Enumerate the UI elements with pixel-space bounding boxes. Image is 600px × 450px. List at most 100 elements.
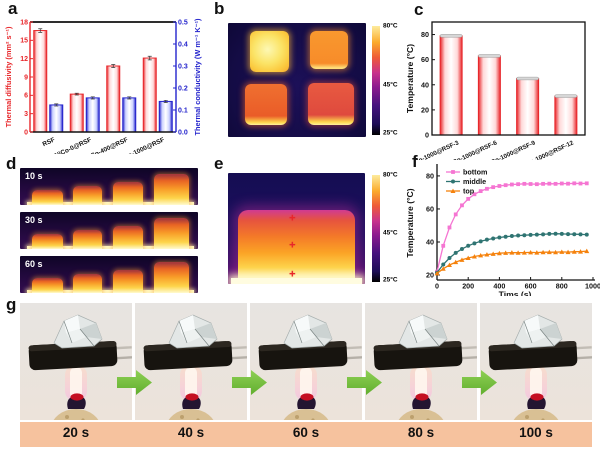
- data-marker: [497, 184, 502, 188]
- colorbar-tick-label: 80°C: [383, 22, 398, 30]
- diffusivity-bar: [106, 65, 121, 133]
- data-marker: [578, 249, 584, 254]
- panel-e-ir-gradient-image: e + + + 80°C 45°C 25°C: [208, 154, 404, 296]
- dual-axis-bar-chart: RSFNiCo-0@RSFNiCo-400@RSFNiCo-1000@RSF03…: [4, 18, 202, 164]
- data-marker: [484, 237, 489, 242]
- lamp-ball: [53, 409, 99, 420]
- data-marker: [528, 250, 534, 255]
- data-marker: [572, 232, 577, 237]
- ir-square-bottom-left: [245, 84, 287, 125]
- x-tick-label: 800: [556, 282, 568, 291]
- wick-red-tip: [70, 393, 84, 401]
- ice-crystal: [53, 314, 103, 349]
- data-marker: [447, 225, 452, 230]
- data-marker: [559, 231, 564, 236]
- time-label: 100 s: [519, 425, 553, 440]
- data-marker: [578, 232, 583, 237]
- data-marker: [446, 262, 452, 267]
- temperature-probe-cross-icon: +: [289, 211, 296, 224]
- data-marker: [453, 259, 459, 265]
- data-marker: [584, 232, 589, 237]
- data-marker: [453, 250, 458, 255]
- data-marker: [478, 239, 483, 244]
- ice-crystal: [398, 314, 448, 349]
- flame-test-photo-60s: [250, 303, 362, 420]
- flame-test-photo-20s: [20, 303, 132, 420]
- data-marker: [509, 182, 514, 187]
- data-marker: [472, 241, 477, 246]
- x-axis-title: Tims (s): [499, 290, 532, 297]
- data-marker: [466, 243, 471, 248]
- data-marker: [547, 231, 552, 236]
- x-tick-label: 400: [493, 282, 505, 291]
- data-marker: [447, 256, 452, 261]
- panel-b-ir-image: b 80°C 45°C 25°C: [208, 0, 404, 152]
- y-tick-label: 20: [426, 271, 434, 280]
- panel-label-e: e: [214, 154, 224, 173]
- flame-core: [70, 367, 82, 399]
- error-bar: [38, 28, 43, 33]
- diffusivity-bar: [33, 30, 48, 133]
- data-marker: [546, 249, 552, 255]
- right-axis-title: Thermal conductivity (W m⁻¹ K⁻¹): [193, 18, 202, 136]
- data-marker: [534, 182, 539, 187]
- error-bar: [163, 99, 168, 103]
- ice-crystal: [283, 314, 333, 349]
- ir-sample: [153, 217, 190, 249]
- y-tick-label: 20: [421, 105, 429, 114]
- y-axis-title: Temperature (°C): [405, 44, 415, 113]
- data-marker: [478, 189, 483, 194]
- error-bar: [111, 64, 116, 68]
- flame-test-photo-80s: [365, 303, 477, 420]
- green-arrow-icon: [346, 369, 383, 396]
- bar-chart: NiCo-1000@RSF-3NiCo-1000@RSF-6NiCo-1000@…: [405, 21, 586, 170]
- frame-time-label: 10 s: [25, 171, 43, 181]
- data-marker: [509, 234, 514, 239]
- left-tick-label: 12: [20, 56, 28, 63]
- data-marker: [541, 232, 546, 237]
- data-marker: [584, 248, 590, 254]
- panel-a-thermal-properties-chart: a RSF NiCo-0@RSF NiCo-400@RSF NiCo-1000@RSF…: [2, 0, 208, 164]
- data-marker: [566, 232, 571, 237]
- data-marker: [559, 181, 564, 186]
- temperature-probe-cross-icon: +: [289, 268, 296, 281]
- colorbar-tick-label: 45°C: [383, 81, 398, 89]
- data-marker: [516, 182, 521, 187]
- conductivity-bar: [85, 97, 100, 133]
- data-marker: [466, 196, 471, 201]
- y-tick-label: 40: [426, 238, 434, 247]
- data-marker: [465, 255, 471, 261]
- left-tick-label: 3: [24, 111, 28, 118]
- right-tick-label: 0.3: [178, 63, 188, 70]
- ir-sample: [112, 270, 143, 293]
- data-marker: [571, 249, 577, 254]
- lamp-ball: [398, 409, 444, 420]
- bar-top-cap: [439, 34, 463, 38]
- y-tick-label: 80: [426, 171, 434, 180]
- ir-square-top-right: [310, 31, 348, 69]
- bar-top-cap: [478, 54, 501, 58]
- ir-sample: [32, 278, 63, 293]
- flame-core: [530, 367, 542, 399]
- conductivity-bar: [49, 104, 64, 133]
- frame-time-label: 60 s: [25, 259, 43, 269]
- right-tick-label: 0.4: [178, 41, 188, 48]
- ir-sample: [73, 229, 102, 249]
- category-label: RSF: [42, 136, 57, 148]
- data-marker: [522, 181, 527, 186]
- data-marker: [553, 249, 559, 255]
- data-marker: [572, 181, 577, 186]
- series-bottom: [435, 181, 589, 274]
- series-line: [436, 182, 587, 272]
- data-marker: [509, 250, 515, 255]
- conductivity-bar: [158, 100, 173, 133]
- data-marker: [478, 252, 484, 258]
- temperature-colorbar: 80°C 45°C 25°C: [372, 23, 398, 136]
- time-label: 40 s: [177, 425, 205, 440]
- panel-d-ir-time-series: d 10 s 30 s 60 s: [2, 154, 208, 296]
- bar-top-cap: [516, 76, 539, 81]
- ir-sample: [73, 185, 102, 205]
- data-marker: [503, 250, 509, 255]
- flame-test-photo-40s: [135, 303, 247, 420]
